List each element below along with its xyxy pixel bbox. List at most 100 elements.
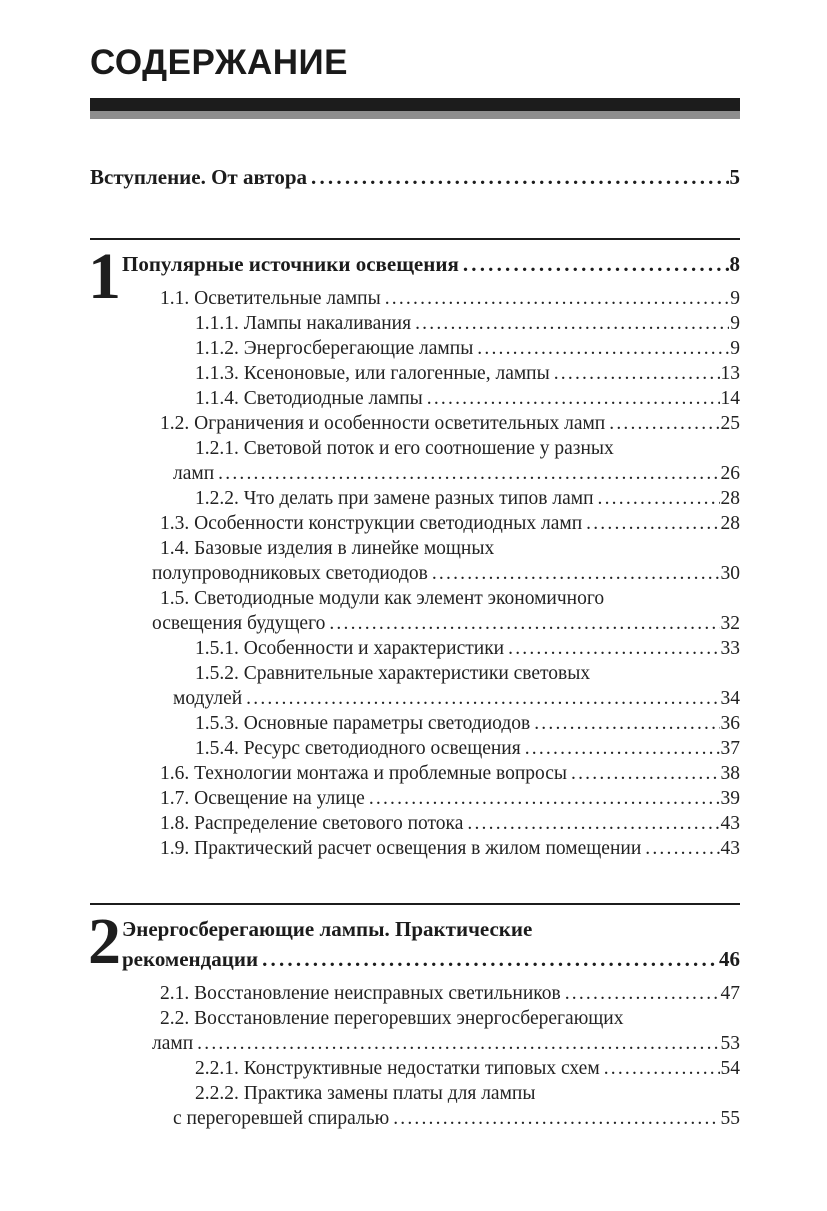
toc-entry-text: 1.1.4. Светодиодные лампы <box>195 388 423 409</box>
toc-entry: 1.5. Светодиодные модули как элемент эко… <box>90 586 740 636</box>
toc-entry: 1.5.1. Особенности и характеристики 33 <box>90 636 740 661</box>
toc-entry: 2.2.1. Конструктивные недостатки типовых… <box>90 1056 740 1081</box>
toc-entry: 1.5.2. Сравнительные характеристики свет… <box>90 661 740 711</box>
page-number: 8 <box>729 252 741 276</box>
toc-entry-line: 1.5.3. Основные параметры светодиодов 36 <box>90 711 740 736</box>
dot-leader <box>586 511 719 536</box>
toc-entry: 1.8. Распределение светового потока 43 <box>90 811 740 836</box>
dot-leader <box>262 944 718 974</box>
section-rule <box>90 238 740 240</box>
dot-leader <box>565 981 720 1006</box>
toc-entry: 1.1.3. Ксеноновые, или галогенные, лампы… <box>90 361 740 386</box>
chapter-heading: 2 Энергосберегающие лампы. Практические ре… <box>88 905 740 978</box>
toc-entry-text: 1.6. Технологии монтажа и проблемные воп… <box>160 763 568 784</box>
toc-entry-line: ламп 53 <box>90 1031 740 1056</box>
toc-entry: 1.1.2. Энергосберегающие лампы 9 <box>90 336 740 361</box>
toc-entry-line: с перегоревшей спиралью 55 <box>90 1106 740 1131</box>
toc-entry-line: 1.2. Ограничения и особенности осветител… <box>90 411 740 436</box>
toc-entry-line: полупроводниковых светодиодов 30 <box>90 561 740 586</box>
page-number: 55 <box>720 1108 741 1129</box>
page-number: 38 <box>720 763 741 784</box>
toc-entry: 1.2.1. Световой поток и его соотношение … <box>90 436 740 486</box>
chapter-number: 2 <box>88 905 121 978</box>
page-number: 26 <box>720 463 741 484</box>
page-number: 14 <box>720 388 741 409</box>
toc-entries: 2.1. Восстановление неисправных светильн… <box>90 981 740 1131</box>
toc-entry-line: освещения будущего 32 <box>90 611 740 636</box>
page-number: 9 <box>730 338 740 359</box>
chapter-title-line: рекомендации 46 <box>122 944 740 974</box>
toc-entry-line: 1.5.4. Ресурс светодиодного освещения 37 <box>90 736 740 761</box>
dot-leader <box>369 786 720 811</box>
toc-entry: 1.2. Ограничения и особенности осветител… <box>90 411 740 436</box>
dot-leader <box>197 1031 719 1056</box>
toc-entry: 2.1. Восстановление неисправных светильн… <box>90 981 740 1006</box>
dot-leader <box>427 386 720 411</box>
toc-entry-line: модулей 34 <box>90 686 740 711</box>
toc-entry-line: 1.1.4. Светодиодные лампы 14 <box>90 386 740 411</box>
page-number: 30 <box>720 563 741 584</box>
chapter-title-text: Энергосберегающие лампы. Практические <box>122 917 533 941</box>
page-number: 32 <box>720 613 741 634</box>
toc-entry: 2.2.2. Практика замены платы для лампы с … <box>90 1081 740 1131</box>
chapter-title: Популярные источники освещения 8 <box>122 249 740 279</box>
toc-entry-line: 1.1. Осветительные лампы 9 <box>90 286 740 311</box>
dot-leader <box>645 836 719 861</box>
dot-leader <box>311 163 728 191</box>
toc-entry-line: 2.2.1. Конструктивные недостатки типовых… <box>90 1056 740 1081</box>
header-bar-black <box>90 98 740 111</box>
page-number: 9 <box>730 313 740 334</box>
section-rule <box>90 903 740 905</box>
toc-entry-text: 1.4. Базовые изделия в линейке мощных <box>160 538 495 559</box>
dot-leader <box>385 286 730 311</box>
chapter-number: 1 <box>88 240 121 313</box>
dot-leader <box>477 336 729 361</box>
toc-entry-text: 1.7. Освещение на улице <box>160 788 365 809</box>
page-number: 53 <box>720 1033 741 1054</box>
dot-leader <box>571 761 719 786</box>
toc-entry-line: 1.1.2. Энергосберегающие лампы 9 <box>90 336 740 361</box>
chapter-title-text: рекомендации <box>122 947 259 971</box>
toc-entry: 1.2.2. Что делать при замене разных типо… <box>90 486 740 511</box>
dot-leader <box>246 686 719 711</box>
toc-entry-line: 1.1.3. Ксеноновые, или галогенные, лампы… <box>90 361 740 386</box>
page-number: 13 <box>720 363 741 384</box>
toc-entry-text: 1.5. Светодиодные модули как элемент эко… <box>160 588 605 609</box>
page-number: 36 <box>720 713 741 734</box>
toc-entry-line: ламп 26 <box>90 461 740 486</box>
page-number: 34 <box>720 688 741 709</box>
dot-leader <box>508 636 719 661</box>
dot-leader <box>218 461 719 486</box>
dot-leader <box>534 711 719 736</box>
toc-entry-line: 1.5.1. Особенности и характеристики 33 <box>90 636 740 661</box>
toc-entry: 1.4. Базовые изделия в линейке мощных пол… <box>90 536 740 586</box>
toc-entry-text: 1.2.1. Световой поток и его соотношение … <box>195 438 614 459</box>
toc-entry: 2.2. Восстановление перегоревших энергос… <box>90 1006 740 1056</box>
toc-entry: 1.5.3. Основные параметры светодиодов 36 <box>90 711 740 736</box>
toc-entries: 1.1. Осветительные лампы91.1.1. Лампы на… <box>90 286 740 861</box>
toc-entry-text: 1.1. Осветительные лампы <box>160 288 381 309</box>
toc-entry-text: 1.2.2. Что делать при замене разных типо… <box>195 488 594 509</box>
dot-leader <box>463 249 729 279</box>
toc-entry-text: с перегоревшей спиралью <box>173 1108 390 1129</box>
dot-leader <box>609 411 719 436</box>
toc-entry-text: 2.2.2. Практика замены платы для лампы <box>195 1083 536 1104</box>
intro-page-number: 5 <box>729 165 741 189</box>
toc-entry-text: 1.1.1. Лампы накаливания <box>195 313 412 334</box>
dot-leader <box>432 561 720 586</box>
dot-leader <box>554 361 720 386</box>
toc-entry: 1.1.4. Светодиодные лампы 14 <box>90 386 740 411</box>
toc-entry: 1.9. Практический расчет освещения в жил… <box>90 836 740 861</box>
intro-label: Вступление. От автора <box>90 165 308 189</box>
dot-leader <box>415 311 729 336</box>
dot-leader <box>393 1106 719 1131</box>
toc-entry-line: 1.3. Особенности конструкции светодиодны… <box>90 511 740 536</box>
toc-entry-text: 1.8. Распределение светового потока <box>160 813 464 834</box>
page-number: 25 <box>720 413 741 434</box>
page-number: 46 <box>719 947 740 971</box>
toc-entry-text: 1.9. Практический расчет освещения в жил… <box>160 838 642 859</box>
toc-entry-line: 1.1.1. Лампы накаливания 9 <box>90 311 740 336</box>
toc-entry-text: 1.5.1. Особенности и характеристики <box>195 638 505 659</box>
toc-entry-text: 2.2.1. Конструктивные недостатки типовых… <box>195 1058 600 1079</box>
